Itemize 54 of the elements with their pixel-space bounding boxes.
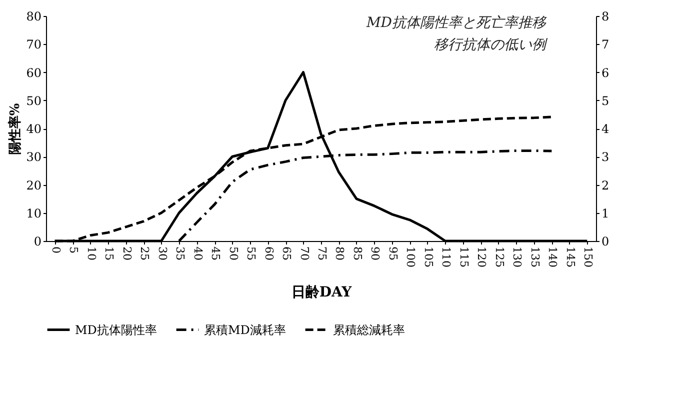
y2-tick-label: 1 xyxy=(602,206,610,220)
text: 移行抗体の低い例 xyxy=(434,37,548,53)
y2-tick-label: 2 xyxy=(602,178,610,192)
x-tick-label: 110 xyxy=(440,246,453,268)
x-tick-label: 105 xyxy=(422,246,435,268)
x-tick-label: 70 xyxy=(298,246,311,260)
y-tick-label: 80 xyxy=(26,10,42,24)
x-tick-label: 0 xyxy=(49,246,62,254)
legend-label: MD抗体陽性率 xyxy=(75,322,157,337)
x-tick-label: 135 xyxy=(528,246,542,268)
y2-tick-label: 7 xyxy=(602,38,610,52)
y2-tick-label: 6 xyxy=(602,66,610,80)
x-tick-label: 5 xyxy=(67,246,80,254)
x-tick-label: 10 xyxy=(84,246,98,260)
y-axis-title: 陽性率% xyxy=(7,102,24,155)
x-tick-label: 25 xyxy=(138,246,152,260)
x-tick-label: 60 xyxy=(262,246,276,260)
x-tick-label: 140 xyxy=(546,246,560,268)
x-tick-label: 20 xyxy=(120,246,134,260)
x-tick-label: 125 xyxy=(492,246,506,268)
x-tick-label: 95 xyxy=(386,246,400,260)
x-tick-label: 40 xyxy=(191,246,204,260)
legend-label: 累積総減耗率 xyxy=(333,322,405,337)
y2-tick-label: 3 xyxy=(602,150,610,164)
y-tick-label: 30 xyxy=(26,150,42,164)
x-tick-label: 100 xyxy=(404,246,418,268)
y-tick-label: 50 xyxy=(26,94,42,108)
x-tick-label: 145 xyxy=(564,246,577,268)
x-tick-label: 75 xyxy=(316,246,328,260)
y-tick-label: 40 xyxy=(26,122,42,136)
x-tick-label: 45 xyxy=(209,246,222,260)
x-tick-label: 50 xyxy=(226,246,240,260)
y-tick-label: 10 xyxy=(26,206,42,220)
y-tick-label: 60 xyxy=(26,66,42,80)
x-tick-label: 150 xyxy=(582,246,595,268)
x-tick-label: 120 xyxy=(475,246,488,268)
x-axis-title: 日齢DAY xyxy=(291,284,353,300)
x-tick-label: 130 xyxy=(510,246,524,268)
x-tick-label: 35 xyxy=(174,246,187,260)
x-tick-label: 80 xyxy=(333,246,346,260)
y-tick-label: 70 xyxy=(26,38,42,52)
chart-title: MD抗体陽性率と死亡率推移 xyxy=(365,15,547,31)
y2-tick-label: 4 xyxy=(602,122,610,136)
y2-tick-label: 8 xyxy=(602,10,610,24)
x-tick-label: 115 xyxy=(457,246,470,268)
legend-label: 累積MD減耗率 xyxy=(204,322,286,337)
x-tick-label: 30 xyxy=(156,246,169,260)
x-tick-label: 85 xyxy=(350,246,364,260)
x-tick-label: 90 xyxy=(368,246,382,260)
y2-tick-label: 5 xyxy=(602,94,610,108)
x-tick-label: 55 xyxy=(244,246,258,260)
y-tick-label: 20 xyxy=(26,178,42,192)
x-tick-label: 65 xyxy=(280,246,294,260)
x-tick-label: 15 xyxy=(102,246,116,260)
